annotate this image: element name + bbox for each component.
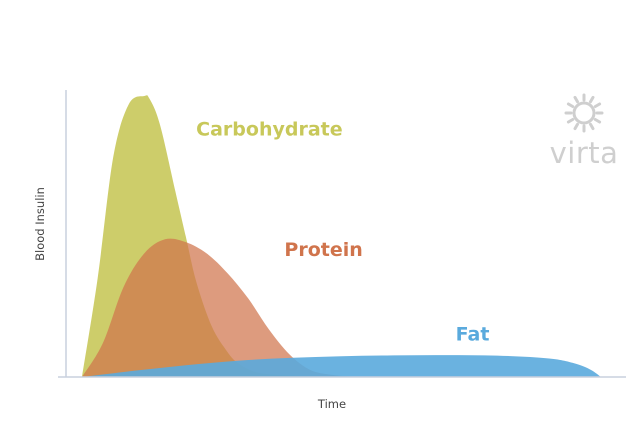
x-axis-label: Time xyxy=(317,397,346,411)
series-label-layer: Carbohydrate Protein Fat xyxy=(196,118,489,345)
series-label-protein: Protein xyxy=(284,239,362,261)
brand-wordmark: virta xyxy=(550,136,619,170)
series-area-fat xyxy=(82,355,601,377)
series-label-fat: Fat xyxy=(456,323,490,345)
series-label-carbohydrate: Carbohydrate xyxy=(196,118,342,140)
series-layer xyxy=(82,95,601,377)
series-area-protein xyxy=(82,238,373,377)
y-axis-label: Blood Insulin xyxy=(33,187,47,261)
brand-logo: virta xyxy=(550,93,619,170)
sun-gear-icon xyxy=(564,93,604,133)
